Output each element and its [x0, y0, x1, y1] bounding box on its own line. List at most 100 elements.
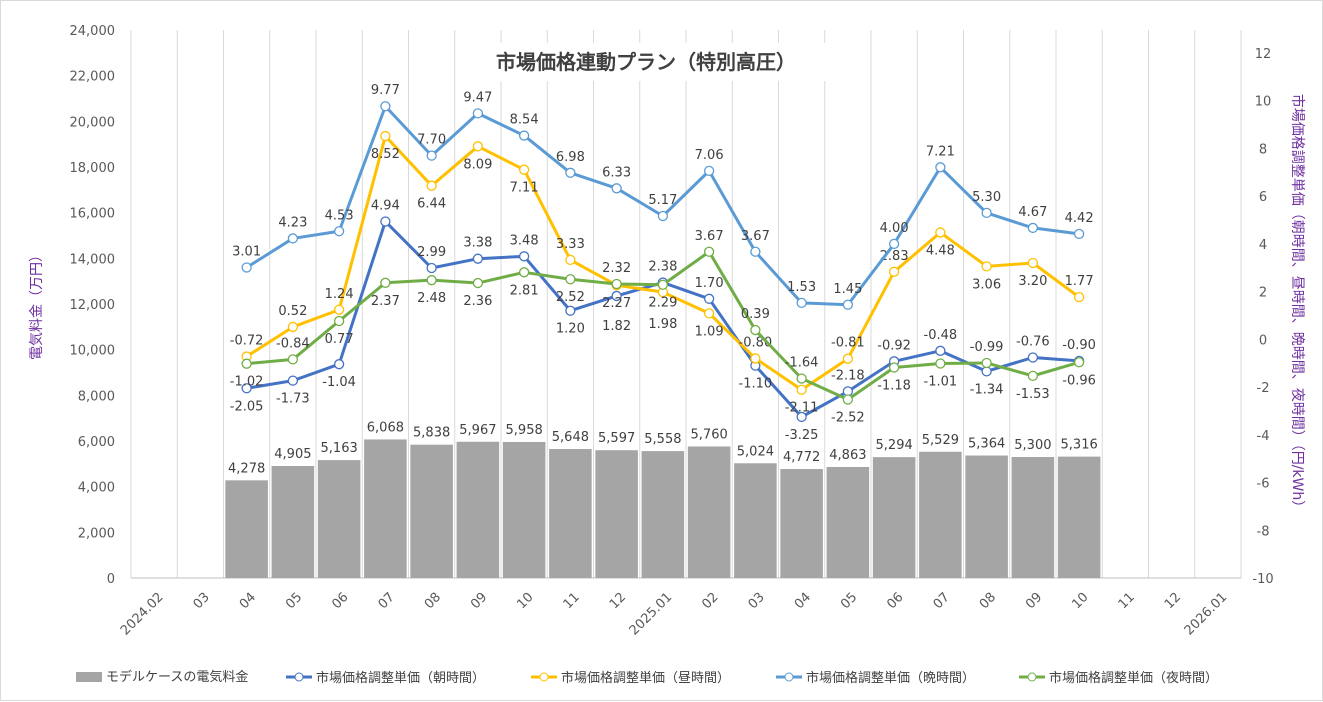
bar [965, 455, 1008, 578]
legend-label: 市場価格調整単価（夜時間） [1049, 670, 1218, 686]
line-data-label: -2.52 [831, 411, 865, 426]
y2-axis-title: 市場価格調整単価（朝時間、昼時間、晩時間、夜時間）（円/kWh） [1289, 94, 1306, 515]
bar-data-label: 5,300 [1014, 438, 1051, 453]
line-data-label: -3.25 [785, 428, 819, 443]
legend-marker [539, 672, 549, 682]
y-axis-title: 電気料金（万円） [29, 248, 45, 360]
data-point [241, 383, 252, 394]
line-data-label: -2.11 [785, 401, 819, 416]
bar-data-label: 4,278 [228, 461, 265, 476]
data-point [611, 290, 622, 302]
line-data-label: 7.11 [510, 181, 539, 196]
line-data-label: 1.20 [556, 322, 585, 337]
bar-data-label: 4,772 [783, 450, 820, 465]
y2-tick-label: -4 [1257, 429, 1270, 444]
data-point [287, 354, 299, 365]
line-data-label: 3.06 [972, 277, 1001, 292]
x-tick-label: 2026.01 [1182, 590, 1231, 639]
line-data-label: 4.67 [1018, 205, 1047, 220]
line-data-label: 1.09 [695, 324, 724, 339]
line-data-label: 4.00 [880, 221, 909, 236]
data-point [796, 297, 807, 309]
bar [826, 466, 870, 578]
data-point [842, 299, 854, 310]
line-data-label: 7.70 [417, 133, 446, 148]
line-data-label: -1.64 [785, 356, 819, 371]
data-point [426, 150, 437, 161]
x-tick-label: 09 [1023, 590, 1045, 612]
line-data-label: 1.70 [695, 276, 724, 291]
bar [687, 446, 731, 578]
data-point [657, 279, 669, 290]
y2-tick-label: -6 [1257, 477, 1270, 492]
line-data-label: 4.94 [371, 198, 400, 213]
line-data-label: 2.27 [602, 296, 631, 311]
line-data-label: 4.23 [278, 215, 307, 230]
data-point [796, 373, 807, 384]
line-data-label: 8.52 [371, 147, 400, 162]
legend-marker [294, 672, 304, 682]
data-point [796, 384, 807, 395]
line-data-label: 2.32 [602, 261, 631, 276]
bar-data-label: 5,364 [968, 437, 1005, 452]
data-point [935, 227, 946, 238]
bar-data-label: 4,863 [829, 448, 866, 463]
bar [919, 451, 962, 578]
line-data-label: 4.53 [325, 208, 354, 223]
line-data-label: 5.17 [648, 193, 677, 208]
data-point [565, 274, 576, 285]
line-data-label: -1.01 [924, 374, 958, 389]
x-tick-label: 03 [746, 590, 768, 612]
bar [780, 469, 823, 578]
bar-data-label: 4,905 [274, 447, 311, 462]
y2-tick-label: -10 [1252, 572, 1273, 587]
bar-data-label: 5,294 [876, 438, 913, 453]
line-data-label: 3.01 [232, 245, 261, 260]
data-point [703, 246, 715, 257]
legend-marker [784, 672, 794, 682]
y2-tick-label: 12 [1255, 47, 1272, 62]
line-data-label: 2.36 [463, 294, 492, 309]
line-data-label: -1.18 [877, 379, 911, 394]
x-tick-label: 08 [977, 590, 999, 612]
legend-label: 市場価格調整単価（昼時間） [561, 670, 730, 686]
data-point [518, 267, 530, 278]
line-data-label: 4.48 [926, 243, 955, 258]
y2-tick-label: 8 [1259, 142, 1267, 157]
line-data-label: -0.72 [230, 334, 264, 349]
data-point [935, 358, 946, 369]
x-tick-label: 09 [468, 590, 490, 612]
data-point [935, 162, 946, 173]
data-point [333, 359, 345, 370]
data-point [888, 266, 900, 277]
data-point [426, 262, 437, 274]
line-data-label: -1.10 [739, 377, 773, 392]
line-data-label: 2.37 [371, 294, 400, 309]
y2-tick-label: 2 [1259, 286, 1267, 301]
line-data-label: 2.99 [417, 245, 446, 260]
y-tick-label: 22,000 [70, 70, 116, 85]
line-data-label: 6.33 [602, 165, 631, 180]
x-tick-label: 03 [191, 590, 213, 612]
data-point [287, 321, 299, 333]
line-data-label: 5.30 [972, 190, 1001, 205]
data-point [1073, 228, 1085, 240]
data-point [333, 304, 345, 315]
data-point [518, 251, 530, 262]
x-tick-label: 12 [1162, 590, 1184, 612]
bar-data-label: 6,068 [367, 420, 404, 435]
data-point [842, 394, 854, 405]
bar [456, 441, 500, 578]
x-tick-label: 06 [884, 590, 906, 612]
line-data-label: 1.82 [602, 319, 631, 334]
line-data-label: -0.84 [276, 336, 310, 351]
x-tick-label: 07 [376, 590, 398, 612]
line-data-label: 2.81 [510, 283, 539, 298]
bar [595, 450, 638, 578]
line-data-label: 7.06 [695, 148, 724, 163]
y2-tick-label: -8 [1257, 524, 1270, 539]
bar [549, 449, 592, 578]
line-data-label: 4.42 [1065, 211, 1094, 226]
line-data-label: -1.02 [230, 375, 264, 390]
line-data-label: 6.98 [556, 150, 585, 165]
